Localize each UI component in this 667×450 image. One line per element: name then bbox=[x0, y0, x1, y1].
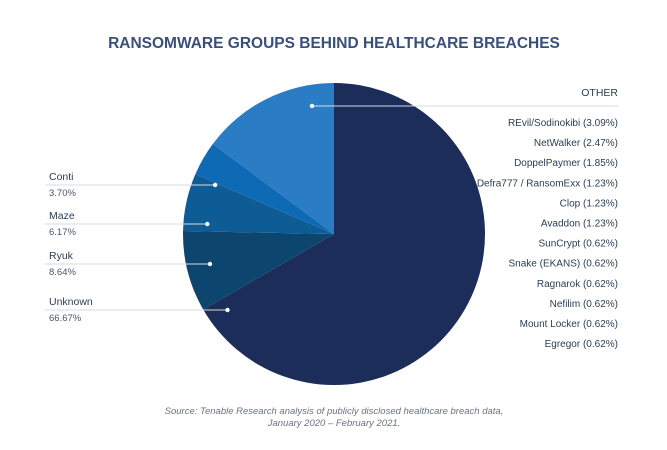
other-item-revil-sodinokibi: REvil/Sodinokibi (3.09%) bbox=[508, 118, 618, 129]
slice-label-ryuk: Ryuk bbox=[49, 250, 74, 262]
other-item-mount-locker: Mount Locker (0.62%) bbox=[520, 319, 618, 330]
leader-dot-conti bbox=[212, 182, 218, 188]
pie-slice-conti bbox=[195, 143, 334, 234]
leader-dot-unknown bbox=[225, 307, 230, 313]
other-item-clop: Clop (1.23%) bbox=[560, 198, 618, 209]
other-item-defra777-ransomexx: Defra777 / RansomExx (1.23%) bbox=[477, 178, 618, 189]
other-item-nefilim: Nefilim (0.62%) bbox=[550, 299, 618, 310]
pie-slice-other bbox=[212, 83, 334, 234]
slice-label-unknown: Unknown bbox=[49, 296, 93, 308]
leader-dot-ryuk bbox=[207, 261, 213, 267]
other-item-doppelpaymer: DoppelPaymer (1.85%) bbox=[514, 158, 618, 169]
other-item-netwalker: NetWalker (2.47%) bbox=[534, 138, 618, 149]
other-item-suncrypt: SunCrypt (0.62%) bbox=[539, 239, 618, 250]
source-note-line-1: Source: Tenable Research analysis of pub… bbox=[165, 406, 504, 417]
chart-title: RANSOMWARE GROUPS BEHIND HEALTHCARE BREA… bbox=[108, 35, 560, 52]
source-note-line-2: January 2020 – February 2021. bbox=[267, 418, 401, 429]
pie-slice-unknown bbox=[203, 83, 485, 385]
leader-dot-maze bbox=[205, 221, 210, 227]
other-item-egregor: Egregor (0.62%) bbox=[545, 339, 618, 350]
leader-dot-other bbox=[309, 103, 315, 109]
slice-value-maze: 6.17% bbox=[49, 227, 76, 238]
leader-lines bbox=[45, 103, 618, 313]
slice-value-ryuk: 8.64% bbox=[49, 267, 76, 278]
slice-label-maze: Maze bbox=[49, 210, 75, 222]
other-item-snake-ekans: Snake (EKANS) (0.62%) bbox=[509, 259, 619, 270]
other-item-ragnarok: Ragnarok (0.62%) bbox=[537, 279, 618, 290]
left-labels: Unknown 66.67% Ryuk 8.64% Maze 6.17% Conti 3.70… bbox=[49, 171, 93, 324]
pie-slice-maze bbox=[183, 174, 334, 234]
other-item-avaddon: Avaddon (1.23%) bbox=[541, 219, 618, 230]
slice-label-conti: Conti bbox=[49, 171, 74, 183]
slice-value-unknown: 66.67% bbox=[49, 313, 82, 324]
pie-slice-ryuk bbox=[183, 231, 334, 310]
other-legend: OTHER REvil/Sodinokibi (3.09%) NetWalker (… bbox=[477, 87, 619, 350]
pie-slices bbox=[183, 83, 485, 385]
other-header: OTHER bbox=[581, 87, 618, 99]
slice-value-conti: 3.70% bbox=[49, 188, 76, 199]
